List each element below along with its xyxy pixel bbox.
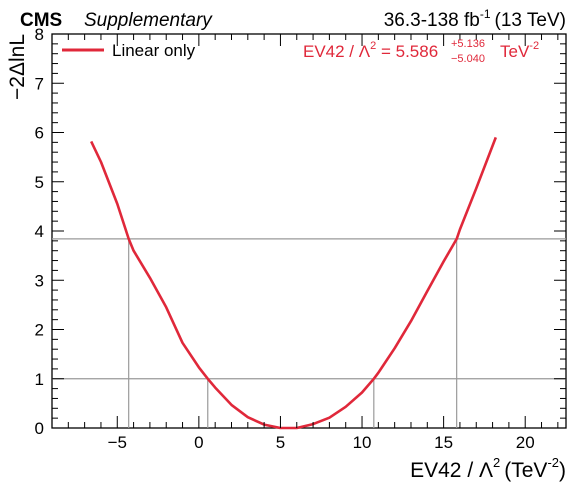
result-label: EV42 / Λ2 = 5.586 [303, 40, 438, 61]
x-tick-label: 20 [516, 433, 535, 452]
lumi-label: 36.3-138 fb-1 (13 TeV) [384, 7, 566, 31]
supplementary-label: Supplementary [84, 10, 213, 31]
result-err-down: −5.040 [451, 53, 485, 65]
y-tick-label: 4 [35, 222, 44, 241]
y-tick-label: 2 [35, 321, 44, 340]
x-tick-label: 15 [434, 433, 453, 452]
y-tick-label: 1 [35, 370, 44, 389]
x-axis-title: EV42 / Λ2 (TeV-2) [410, 455, 566, 482]
legend: Linear only [62, 41, 196, 60]
experiment-label: CMS [20, 10, 62, 31]
y-tick-label: 7 [35, 74, 44, 93]
x-tick-label: 10 [353, 433, 372, 452]
curve-layer [90, 136, 498, 430]
result-err-up: +5.136 [451, 38, 485, 50]
y-tick-label: 5 [35, 173, 44, 192]
x-tick-label: −5 [108, 433, 127, 452]
y-tick-label: 6 [35, 124, 44, 143]
x-tick-label: 5 [276, 433, 285, 452]
y-axis-title: −2ΔlnL [6, 34, 29, 100]
legend-label: Linear only [112, 41, 196, 60]
y-tick-label: 8 [35, 25, 44, 44]
threshold-lines [52, 238, 566, 428]
y-tick-label: 0 [35, 419, 44, 438]
axis-ticks: −5 0 5 10 15 20 0 1 2 3 4 5 6 7 8 [35, 25, 566, 452]
series-line-0 [90, 136, 498, 430]
x-tick-label: 0 [194, 433, 203, 452]
result-unit: TeV-2 [500, 40, 539, 61]
y-tick-label: 3 [35, 271, 44, 290]
